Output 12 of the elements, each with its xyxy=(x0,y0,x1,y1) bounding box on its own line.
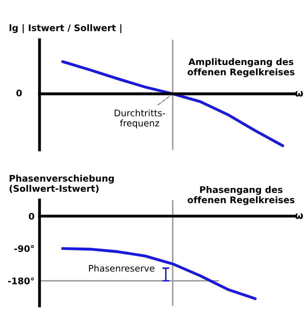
y-tick-label: -180° xyxy=(8,277,34,284)
chart-title: Phasengang des offenen Regelkreises xyxy=(188,186,294,206)
x-axis-title: ω xyxy=(295,91,303,97)
y-axis-title: lg | Istwert / Sollwert | xyxy=(10,24,122,34)
y-tick-label: 0 xyxy=(28,212,34,220)
chart-title: Amplitudengang des offenen Regelkreises xyxy=(188,58,294,78)
x-axis-title: ω xyxy=(295,214,303,219)
y-tick-label: -90° xyxy=(14,245,34,252)
annotation: Durchtritts- frequenz xyxy=(114,109,166,128)
annotation: Phasenreserve xyxy=(89,264,154,272)
line-series xyxy=(61,247,257,300)
y-axis-title: Phasenverschiebung (Sollwert-Istwert) xyxy=(10,174,114,193)
